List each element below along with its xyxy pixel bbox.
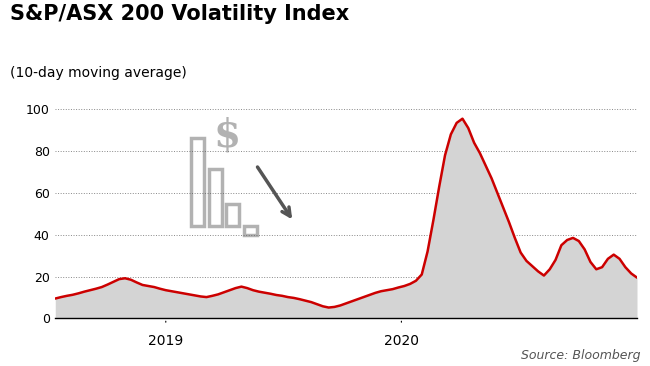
- Text: 2019: 2019: [148, 334, 183, 348]
- Text: S&P/ASX 200 Volatility Index: S&P/ASX 200 Volatility Index: [10, 4, 349, 24]
- Text: 2020: 2020: [384, 334, 419, 348]
- Text: (10-day moving average): (10-day moving average): [10, 66, 187, 80]
- Text: $: $: [213, 116, 240, 154]
- Text: Source: Bloomberg: Source: Bloomberg: [521, 349, 640, 362]
